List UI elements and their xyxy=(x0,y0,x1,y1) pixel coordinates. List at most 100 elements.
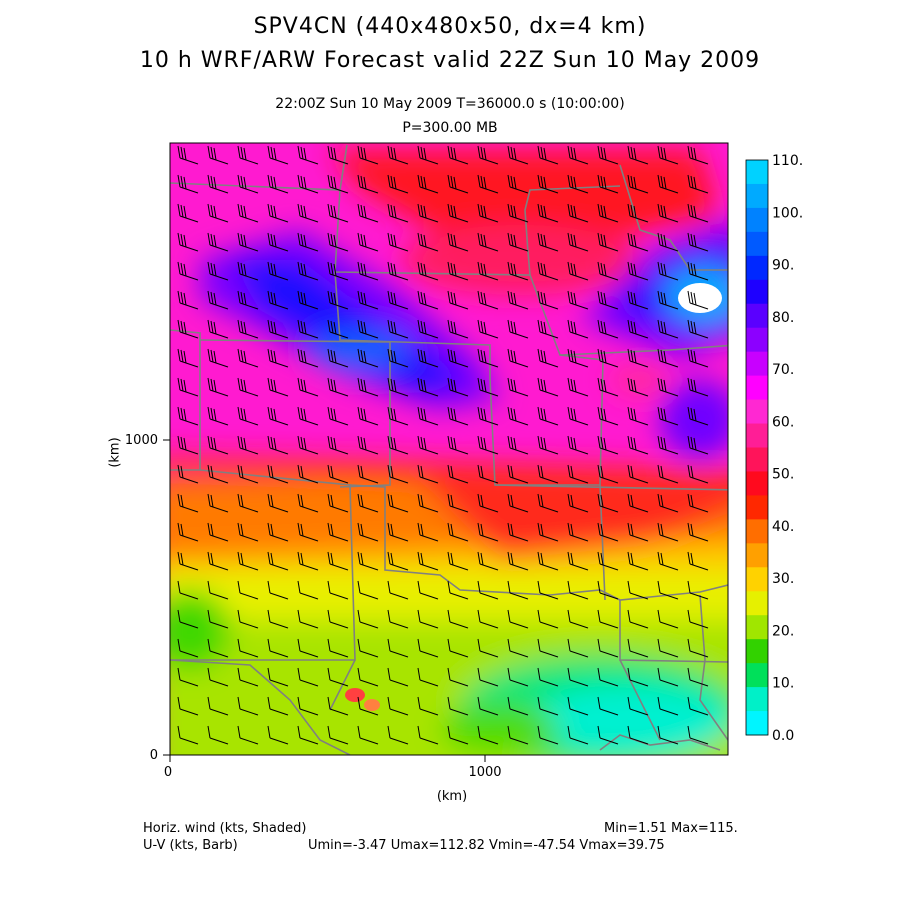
wind-barb-flag xyxy=(237,696,241,710)
wind-barb-flag xyxy=(213,321,217,335)
wind-barb-flag xyxy=(243,176,247,190)
wind-barb xyxy=(539,679,559,687)
wind-barb-flag xyxy=(237,580,241,594)
wind-barb-flag xyxy=(447,377,451,391)
wind-barb-flag xyxy=(417,493,421,507)
wind-barb xyxy=(479,592,499,600)
wind-barb-flag xyxy=(597,725,601,739)
wind-barb-flag xyxy=(240,175,244,189)
wind-barb-flag xyxy=(420,465,424,479)
wind-barb-flag xyxy=(270,320,274,334)
wind-barb-flag xyxy=(363,350,367,364)
valid-time-label: 22:00Z Sun 10 May 2009 T=36000.0 s (10:0… xyxy=(275,96,625,112)
footer-uv-range: Umin=-3.47 Umax=112.82 Vmin=-47.54 Vmax=… xyxy=(308,838,665,853)
wind-barb-flag xyxy=(600,146,604,160)
wind-barb-flag xyxy=(363,437,367,451)
wind-barb-flag xyxy=(510,465,514,479)
wind-barb xyxy=(150,593,168,599)
wind-barb-flag xyxy=(363,321,367,335)
wind-barb-flag xyxy=(148,697,150,709)
legend-label: 50. xyxy=(772,467,794,483)
wind-barb-flag xyxy=(477,667,481,681)
wind-barb-flag xyxy=(297,580,301,594)
wind-barb-flag xyxy=(600,378,604,392)
wind-barb-flag xyxy=(357,319,361,333)
wind-barb-flag xyxy=(690,494,694,508)
wind-barb-flag xyxy=(330,349,334,363)
wind-barb-flag xyxy=(300,146,304,160)
wind-barb-flag xyxy=(177,696,181,710)
legend-swatch xyxy=(746,567,768,592)
wind-barb-flag xyxy=(513,147,517,161)
wind-barb-flag xyxy=(417,203,421,217)
wind-barb-flag xyxy=(423,147,427,161)
wind-barb-flag xyxy=(270,233,274,247)
wind-barb-flag xyxy=(477,261,481,275)
wind-barb-flag xyxy=(327,261,331,275)
wind-barb-flag xyxy=(630,262,634,276)
wind-barb-flag xyxy=(570,146,574,160)
wind-barb-flag xyxy=(360,523,364,537)
wind-barb-flag xyxy=(567,696,571,710)
wind-barb-flag xyxy=(510,407,514,421)
legend-label: 60. xyxy=(772,414,794,430)
wind-barb-flag xyxy=(690,552,694,566)
footer-min-max: Min=1.51 Max=115. xyxy=(604,821,738,836)
wind-barb-flag xyxy=(630,291,634,305)
wind-barb xyxy=(389,708,409,716)
wind-barb-flag xyxy=(327,522,331,536)
wind-barb-flag xyxy=(537,319,541,333)
wind-barb-flag xyxy=(330,204,334,218)
wind-barb xyxy=(269,737,289,745)
wind-barb-flag xyxy=(297,551,301,565)
wind-barb-flag xyxy=(543,292,547,306)
wind-barb-flag xyxy=(510,378,514,392)
wind-barb-flag xyxy=(154,148,156,160)
wind-barb-flag xyxy=(360,320,364,334)
wind-barb-flag xyxy=(387,145,391,159)
wind-barb-flag xyxy=(387,493,391,507)
wind-barb-flag xyxy=(540,146,544,160)
wind-barb-flag xyxy=(210,233,214,247)
wind-barb-flag xyxy=(540,349,544,363)
wind-barb-flag xyxy=(237,203,241,217)
wind-barb-flag xyxy=(567,377,571,391)
wind-barb-flag xyxy=(180,552,184,566)
wind-barb-flag xyxy=(540,552,544,566)
wind-barb-flag xyxy=(507,377,511,391)
wind-barb-flag xyxy=(630,175,634,189)
wind-barb-flag xyxy=(303,292,307,306)
wind-barb-flag xyxy=(690,378,694,392)
wind-barb-flag xyxy=(633,176,637,190)
wind-barb-flag xyxy=(183,437,187,451)
wind-barb-flag xyxy=(177,232,181,246)
wind-barb-flag xyxy=(627,145,631,159)
wind-barb-flag xyxy=(567,725,571,739)
wind-barb xyxy=(150,680,168,686)
wind-barb-flag xyxy=(210,494,214,508)
wind-barb-flag xyxy=(243,408,247,422)
wind-barb-flag xyxy=(597,667,601,681)
wind-barb-flag xyxy=(540,204,544,218)
wind-barb xyxy=(659,679,679,687)
wind-barb-flag xyxy=(480,175,484,189)
wind-barb-flag xyxy=(363,147,367,161)
wind-barb-flag xyxy=(513,437,517,451)
legend-swatch xyxy=(746,423,768,448)
wind-barb xyxy=(569,592,589,600)
wind-barb-flag xyxy=(267,232,271,246)
legend-swatch xyxy=(746,231,768,257)
title-line-1: SPV4CN (440x480x50, dx=4 km) xyxy=(253,14,647,39)
legend-swatch xyxy=(746,447,768,472)
wind-barb-flag xyxy=(333,321,337,335)
wind-barb-flag xyxy=(600,407,604,421)
wind-barb-flag xyxy=(690,204,694,218)
wind-barb-flag xyxy=(390,436,394,450)
wind-barb xyxy=(150,535,168,541)
wind-barb-flag xyxy=(687,319,691,333)
wind-barb-flag xyxy=(363,263,367,277)
wind-barb-flag xyxy=(357,638,361,652)
wind-barb-flag xyxy=(447,638,451,652)
wind-barb-flag xyxy=(387,551,391,565)
